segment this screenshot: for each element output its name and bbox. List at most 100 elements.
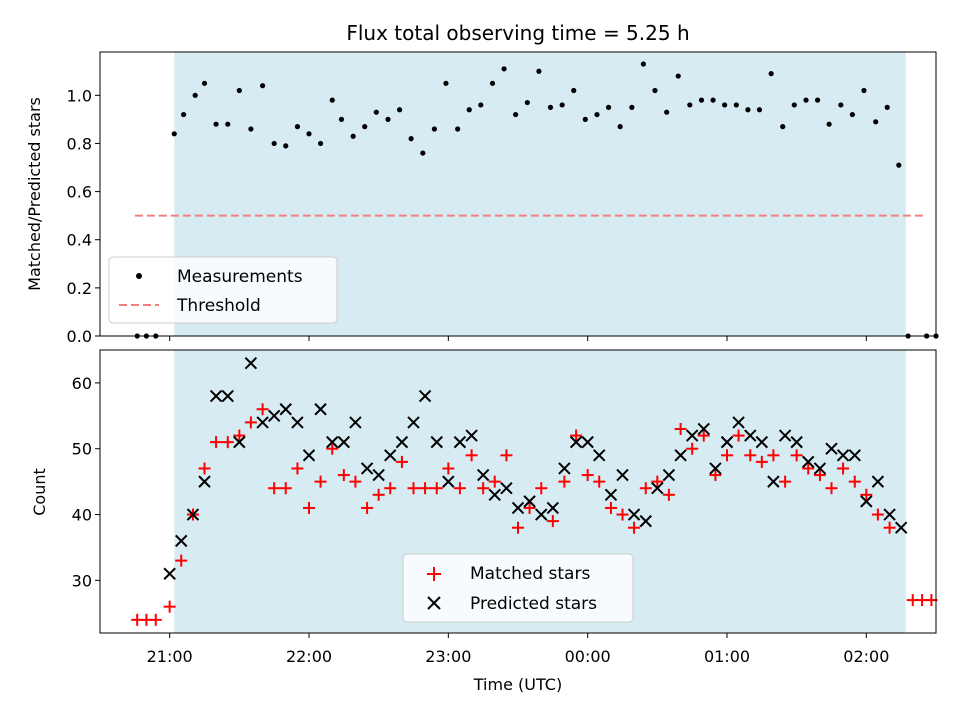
- measurement-point: [675, 73, 681, 79]
- measurement-point: [478, 102, 484, 108]
- predicted-star-point: [407, 416, 420, 429]
- predicted-star-point: [314, 403, 327, 416]
- measurement-point: [559, 102, 565, 108]
- matched-star-point: [149, 613, 162, 626]
- top-y-tick-label: 0.2: [67, 279, 92, 298]
- matched-star-point: [488, 475, 501, 488]
- predicted-star-point: [685, 429, 699, 442]
- x-tick-label: 02:00: [843, 647, 889, 666]
- predicted-star-point: [836, 449, 850, 462]
- matched-star-point: [767, 449, 780, 462]
- measurement-point: [791, 102, 797, 108]
- predicted-star-point: [593, 449, 606, 462]
- measurement-point: [362, 124, 368, 130]
- predicted-star-point: [639, 514, 652, 528]
- measurement-point: [617, 124, 623, 130]
- predicted-star-point: [523, 495, 536, 508]
- matched-star-point: [755, 455, 768, 468]
- top-y-axis-label: Matched/Predicted stars: [25, 97, 44, 291]
- measurement-point: [283, 143, 289, 149]
- predicted-star-point: [163, 567, 176, 580]
- matched-star-point: [744, 449, 757, 462]
- matched-star-point: [802, 462, 815, 475]
- matched-star-point: [419, 482, 432, 495]
- predicted-star-point: [627, 508, 641, 521]
- measurement-point: [396, 107, 403, 113]
- matched-star-point: [779, 475, 792, 488]
- matched-star-point: [291, 462, 304, 475]
- measurement-point: [873, 119, 879, 125]
- predicted-star-point: [198, 475, 211, 488]
- matched-star-point: [395, 455, 408, 468]
- measurement-point: [803, 97, 809, 103]
- measurement-point: [826, 121, 832, 127]
- predicted-star-point: [894, 521, 908, 534]
- measurement-point: [236, 87, 242, 94]
- predicted-star-point: [778, 429, 792, 442]
- measurement-point: [181, 111, 187, 118]
- x-tick-label: 01:00: [704, 647, 750, 666]
- measurement-point: [722, 102, 728, 108]
- measurement-point: [271, 140, 277, 147]
- matched-star-point: [686, 442, 699, 455]
- matched-star-point: [925, 594, 938, 607]
- matched-star-point: [697, 429, 710, 442]
- matched-star-point: [825, 482, 838, 495]
- predicted-star-point: [291, 416, 304, 429]
- measurement-point: [710, 97, 716, 103]
- measurement-point: [838, 102, 844, 108]
- bottom-legend-box: [402, 553, 634, 623]
- matched-star-point: [593, 475, 606, 488]
- measurement-point: [687, 102, 693, 108]
- matched-star-point: [674, 422, 687, 435]
- matched-star-point: [628, 521, 641, 534]
- measurement-point: [780, 124, 786, 130]
- matched-star-point: [477, 482, 490, 495]
- predicted-star-point: [813, 462, 827, 475]
- matched-star-point: [871, 508, 884, 521]
- predicted-star-point: [511, 501, 525, 515]
- measurement-point: [814, 97, 821, 103]
- measurement-point: [171, 131, 177, 137]
- measurement-point: [745, 107, 751, 113]
- predicted-star-point: [349, 416, 362, 429]
- matched-star-point: [546, 515, 559, 528]
- measurement-point: [849, 111, 856, 118]
- matched-star-point: [210, 436, 223, 449]
- matched-star-point: [790, 449, 803, 462]
- matched-star-point: [883, 521, 896, 534]
- measurement-point: [698, 97, 705, 103]
- predicted-star-point: [442, 475, 455, 488]
- predicted-star-point: [535, 508, 548, 521]
- top-title: Flux total observing time = 5.25 h: [346, 21, 689, 45]
- legend-measurements-label: Measurements: [177, 267, 303, 287]
- predicted-star-point: [651, 482, 664, 495]
- predicted-star-point: [488, 488, 501, 501]
- top-legend-box: [108, 256, 338, 324]
- matched-star-point: [407, 482, 420, 495]
- legend-matched-label: Matched stars: [470, 564, 590, 584]
- predicted-star-point: [558, 462, 571, 475]
- measurement-point: [640, 61, 647, 67]
- predicted-star-point: [244, 356, 258, 370]
- matched-star-point: [860, 488, 873, 501]
- bottom-panel: 30 40 50 60 21:00 22:00 23:00 00:00 01:00 02:00 C…: [30, 349, 938, 694]
- top-panel: 0.0 0.2 0.4 0.6 0.8 1.0 Flux total observing …: [25, 21, 939, 346]
- measurement-point: [260, 83, 266, 89]
- matched-star-point: [732, 429, 745, 442]
- matched-star-point: [430, 482, 443, 495]
- predicted-star-point: [326, 435, 339, 449]
- predicted-star-point: [360, 462, 374, 475]
- measurement-point: [629, 104, 635, 110]
- legend-predicted-marker: [427, 596, 441, 610]
- measurement-point: [547, 104, 554, 110]
- bottom-legend: Matched stars Predicted stars: [402, 553, 634, 623]
- matched-star-point: [349, 475, 362, 488]
- predicted-star-point: [871, 475, 885, 488]
- predicted-star-point: [186, 508, 200, 521]
- matched-star-point: [233, 429, 246, 442]
- measurement-point: [756, 107, 763, 113]
- matched-star-point: [616, 508, 629, 521]
- legend-predicted-label: Predicted stars: [470, 594, 597, 614]
